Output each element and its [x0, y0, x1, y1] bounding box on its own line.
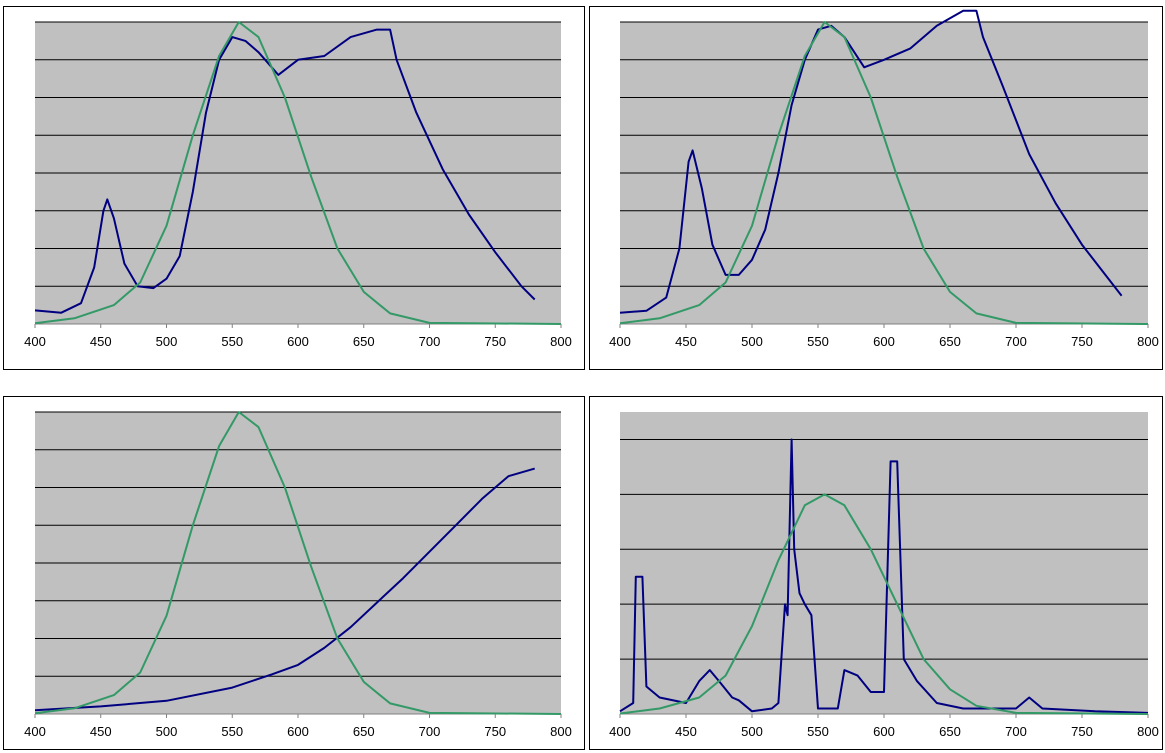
x-tick-label: 750 — [484, 724, 506, 739]
x-tick-label: 500 — [741, 334, 763, 349]
x-tick-label: 700 — [419, 334, 441, 349]
x-tick-label: 800 — [550, 724, 572, 739]
spectrum-chart: 400 450 500 550 600 650 700 750 800 — [609, 9, 1159, 349]
spectrum-chart: 400 450 500 550 600 650 700 750 800 — [24, 21, 572, 349]
chart-panel-top-left: 400 450 500 550 600 650 700 750 800 — [3, 6, 585, 370]
eye_response-series-line — [34, 411, 562, 715]
eye_response-series-line — [619, 21, 1149, 325]
x-tick-label: 450 — [90, 334, 112, 349]
x-tick-label: 700 — [1005, 724, 1027, 739]
x-tick-label: 550 — [807, 724, 829, 739]
chart-panel-bottom-left: 400 450 500 550 600 650 700 750 800 — [3, 396, 585, 750]
x-tick-label: 400 — [24, 334, 46, 349]
x-tick-label: 500 — [156, 334, 178, 349]
x-tick-label: 700 — [1005, 334, 1027, 349]
spectrum-chart: 400 450 500 550 600 650 700 750 800 — [24, 411, 572, 739]
x-tick-label: 650 — [353, 334, 375, 349]
x-tick-label: 800 — [550, 334, 572, 349]
x-tick-label: 500 — [741, 724, 763, 739]
x-tick-label: 550 — [221, 334, 243, 349]
spectrum-series-line — [34, 28, 536, 314]
spectrum-chart: 400 450 500 550 600 650 700 750 800 — [609, 412, 1159, 739]
x-tick-label: 600 — [873, 334, 895, 349]
x-tick-label: 400 — [24, 724, 46, 739]
x-tick-label: 450 — [675, 724, 697, 739]
x-tick-label: 550 — [807, 334, 829, 349]
chart-panel-top-right: 400 450 500 550 600 650 700 750 800 — [589, 6, 1163, 370]
eye_response-series-line — [619, 493, 1149, 715]
x-tick-label: 650 — [939, 724, 961, 739]
x-tick-label: 800 — [1137, 724, 1159, 739]
x-tick-label: 650 — [353, 724, 375, 739]
chart-panel-bottom-right: 400 450 500 550 600 650 700 750 800 — [589, 396, 1163, 750]
x-tick-label: 450 — [90, 724, 112, 739]
x-tick-label: 700 — [419, 724, 441, 739]
spectrum-series-line — [619, 438, 1149, 714]
x-tick-label: 550 — [221, 724, 243, 739]
spectrum-series-line — [34, 467, 535, 712]
x-tick-label: 750 — [1071, 334, 1093, 349]
x-tick-label: 750 — [484, 334, 506, 349]
x-tick-label: 800 — [1137, 334, 1159, 349]
x-tick-label: 400 — [609, 334, 631, 349]
x-tick-label: 500 — [156, 724, 178, 739]
x-tick-label: 400 — [609, 724, 631, 739]
eye_response-series-line — [34, 21, 562, 325]
x-tick-label: 600 — [287, 724, 309, 739]
x-tick-label: 750 — [1071, 724, 1093, 739]
spectrum-series-line — [619, 9, 1123, 314]
x-tick-label: 450 — [675, 334, 697, 349]
x-tick-label: 650 — [939, 334, 961, 349]
x-tick-label: 600 — [873, 724, 895, 739]
x-tick-label: 600 — [287, 334, 309, 349]
